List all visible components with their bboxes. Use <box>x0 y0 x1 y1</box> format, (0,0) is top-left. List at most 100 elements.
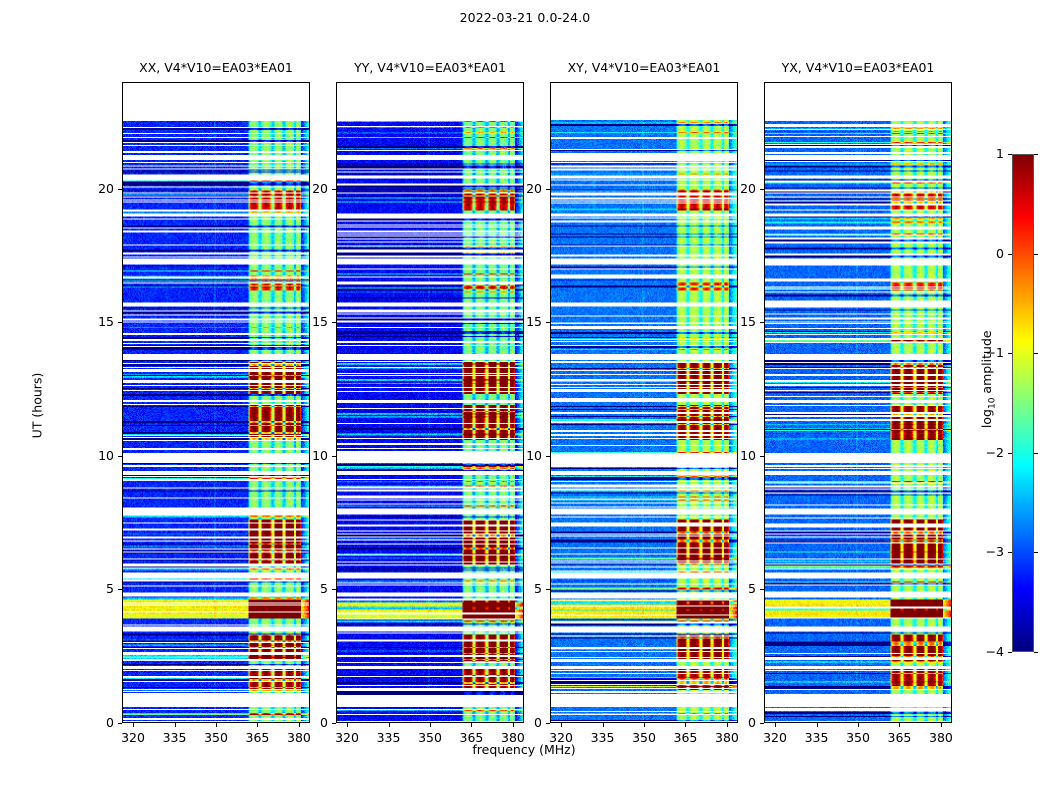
spectrogram-yy-image <box>337 83 523 722</box>
colorbar-tick-mark <box>1008 253 1012 255</box>
colorbar-label-sub: 10 <box>987 397 998 410</box>
x-tick-mark <box>644 723 645 727</box>
colorbar-tick-mark <box>1008 452 1012 454</box>
x-tick-label: 320 <box>121 730 145 745</box>
y-tick-mark <box>118 723 122 724</box>
y-tick-label: 20 <box>526 180 542 196</box>
colorbar-label: log10 amplitude <box>979 309 998 449</box>
x-tick-mark <box>133 723 135 727</box>
x-tick-mark <box>512 723 514 727</box>
x-tick-label: 365 <box>887 730 912 745</box>
y-tick-label: 5 <box>320 581 328 597</box>
y-tick-mark <box>760 188 764 190</box>
y-axis-label: UT (hours) <box>29 372 45 439</box>
x-tick-mark <box>347 723 349 727</box>
x-tick-label: 350 <box>632 730 656 745</box>
y-tick-mark <box>118 188 122 190</box>
x-tick-label: 320 <box>549 730 573 745</box>
y-tick-mark <box>332 455 336 457</box>
colorbar-tick-label: 1 <box>996 146 1004 161</box>
y-tick-mark <box>760 589 764 591</box>
colorbar-label-suffix: amplitude <box>978 330 994 398</box>
panel-title-yy: YY, V4*V10=EA03*EA01 <box>354 60 506 75</box>
x-tick-label: 350 <box>418 730 442 745</box>
x-tick-label: 320 <box>335 730 359 745</box>
colorbar-tick-mark <box>1034 353 1038 355</box>
colorbar-tick-mark <box>1008 552 1012 554</box>
panel-title-xx: XX, V4*V10=EA03*EA01 <box>139 60 293 75</box>
colorbar-gradient <box>1013 155 1033 651</box>
spectrogram-yx-image <box>765 83 951 722</box>
y-tick-mark <box>760 723 764 724</box>
spectrogram-xy-image <box>551 83 737 722</box>
colorbar-tick-mark <box>1008 353 1012 355</box>
x-tick-mark <box>858 723 859 727</box>
x-tick-label: 335 <box>804 730 829 745</box>
colorbar-tick-mark <box>1008 154 1012 155</box>
x-tick-mark <box>174 723 176 727</box>
x-tick-label: 365 <box>245 730 270 745</box>
x-tick-label: 365 <box>459 730 484 745</box>
x-tick-label: 365 <box>673 730 698 745</box>
y-tick-mark <box>546 589 550 591</box>
x-tick-mark <box>257 723 259 727</box>
y-tick-label: 15 <box>98 314 114 330</box>
y-tick-label: 20 <box>312 180 328 196</box>
y-tick-mark <box>332 322 336 324</box>
spectrogram-yy[interactable] <box>336 82 524 723</box>
y-tick-label: 10 <box>740 447 756 463</box>
x-tick-mark <box>685 723 687 727</box>
colorbar-tick-label: −4 <box>985 644 1004 659</box>
colorbar-tick-mark <box>1034 652 1038 653</box>
y-tick-label: 15 <box>740 314 756 330</box>
y-tick-label: 20 <box>98 180 114 196</box>
colorbar-tick-mark <box>1034 552 1038 554</box>
y-tick-mark <box>332 589 336 591</box>
spectrogram-yx[interactable] <box>764 82 952 723</box>
y-tick-label: 5 <box>748 581 756 597</box>
y-tick-mark <box>118 455 122 457</box>
x-tick-mark <box>298 723 300 727</box>
y-tick-mark <box>546 322 550 324</box>
y-tick-label: 0 <box>534 715 542 730</box>
x-tick-label: 380 <box>287 730 311 745</box>
y-tick-mark <box>118 589 122 591</box>
colorbar-tick-mark <box>1034 154 1038 155</box>
y-tick-label: 10 <box>526 447 542 463</box>
spectrogram-xy[interactable] <box>550 82 738 723</box>
y-tick-mark <box>332 723 336 724</box>
x-tick-mark <box>388 723 390 727</box>
y-tick-mark <box>760 322 764 324</box>
x-tick-label: 380 <box>929 730 953 745</box>
x-tick-mark <box>816 723 818 727</box>
panel-title-xy: XY, V4*V10=EA03*EA01 <box>567 60 721 75</box>
x-tick-mark <box>899 723 901 727</box>
colorbar <box>1012 154 1034 652</box>
figure-suptitle: 2022-03-21 0.0-24.0 <box>459 10 591 25</box>
x-tick-label: 320 <box>763 730 787 745</box>
x-tick-mark <box>940 723 942 727</box>
x-axis-label: frequency (MHz) <box>472 742 576 757</box>
x-tick-mark <box>602 723 604 727</box>
colorbar-tick-mark <box>1034 452 1038 454</box>
y-tick-mark <box>332 188 336 190</box>
colorbar-tick-label: 0 <box>996 245 1004 261</box>
spectrogram-xx[interactable] <box>122 82 310 723</box>
x-tick-mark <box>561 723 563 727</box>
x-tick-label: 335 <box>590 730 615 745</box>
y-tick-label: 15 <box>526 314 542 330</box>
y-tick-mark <box>118 322 122 324</box>
x-tick-mark <box>430 723 431 727</box>
x-tick-mark <box>216 723 217 727</box>
x-tick-label: 350 <box>846 730 870 745</box>
spectrogram-xx-image <box>123 83 309 722</box>
y-tick-label: 0 <box>106 715 114 730</box>
y-tick-mark <box>546 455 550 457</box>
y-tick-mark <box>760 455 764 457</box>
y-tick-label: 0 <box>748 715 756 730</box>
y-tick-mark <box>546 188 550 190</box>
x-tick-label: 380 <box>715 730 739 745</box>
colorbar-label-prefix: log <box>978 409 994 429</box>
x-tick-mark <box>471 723 473 727</box>
